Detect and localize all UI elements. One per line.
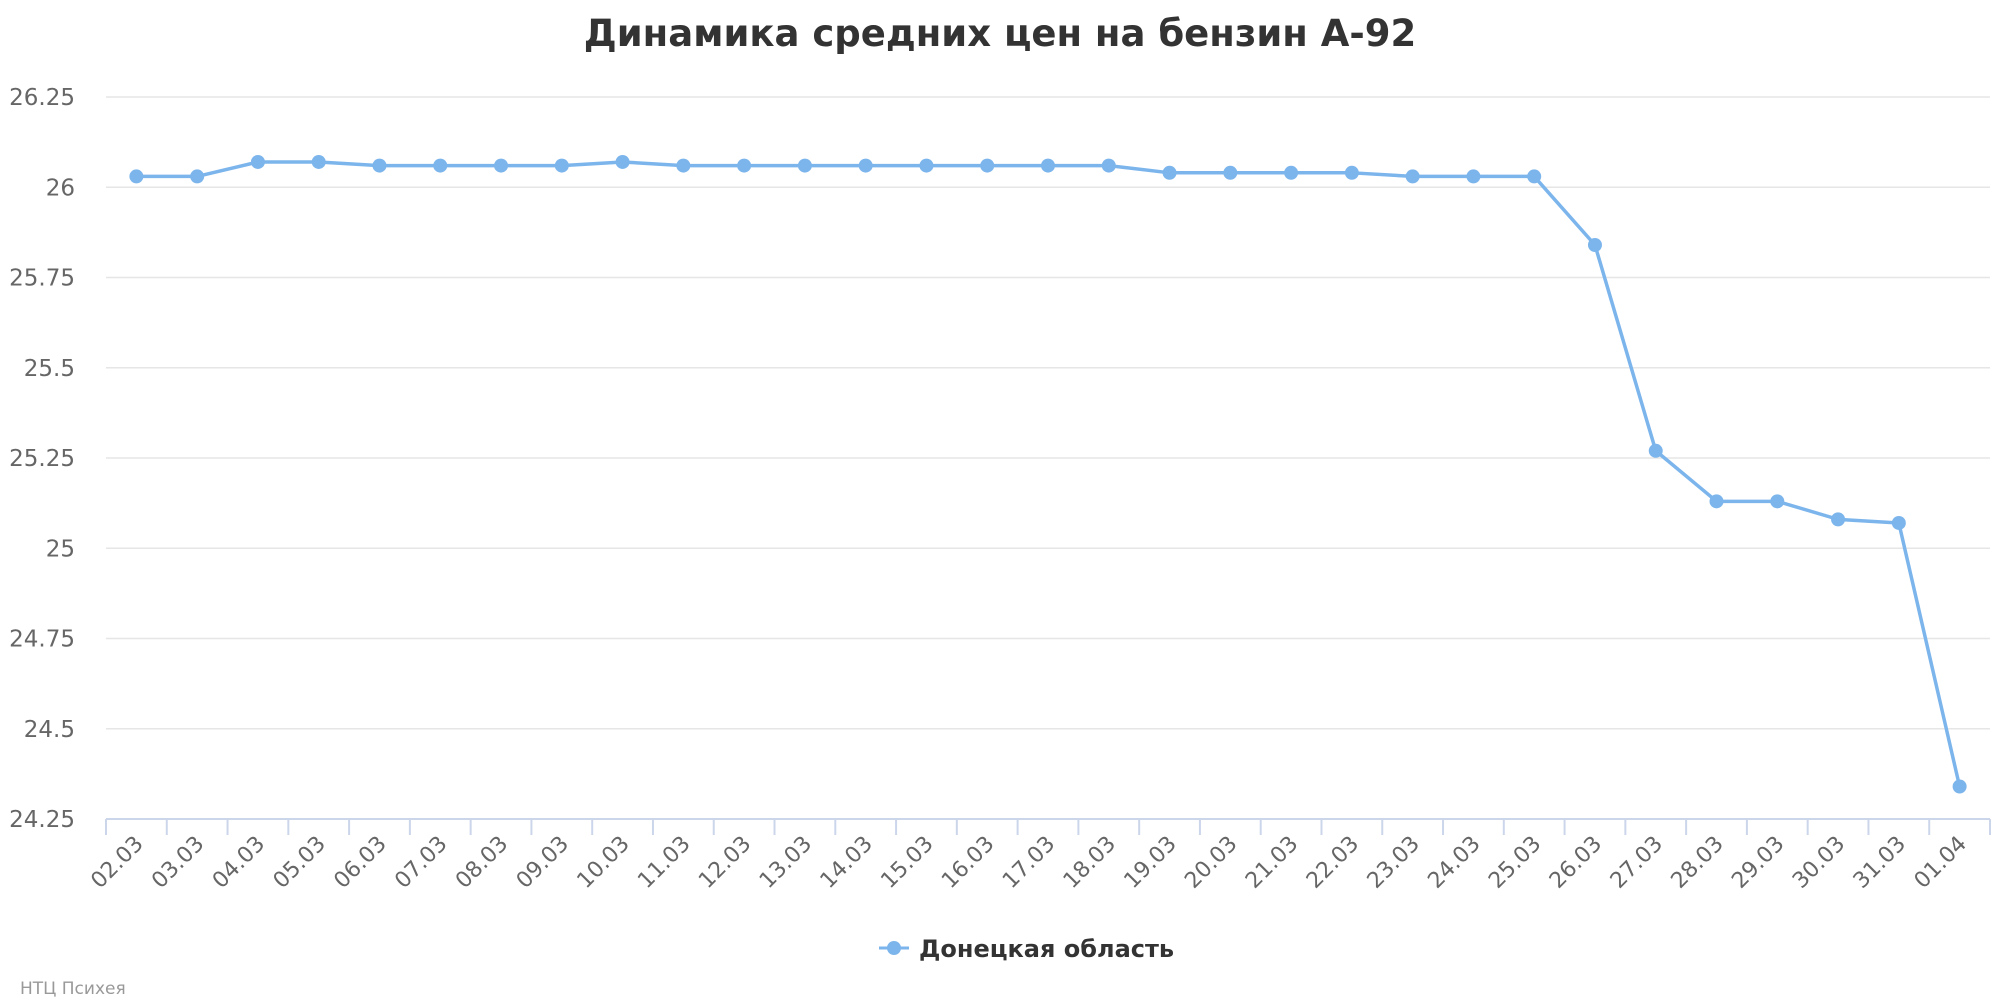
legend-label[interactable]: Донецкая область (919, 935, 1174, 963)
data-point[interactable] (1041, 158, 1055, 173)
x-tick-label: 27.03 (1606, 832, 1668, 894)
data-point[interactable] (1162, 165, 1177, 180)
data-point[interactable] (1284, 165, 1299, 180)
y-tick-label: 26 (46, 175, 75, 201)
data-point[interactable] (615, 154, 630, 169)
y-tick-label: 25 (46, 536, 75, 562)
data-point[interactable] (1466, 169, 1481, 184)
data-point[interactable] (1223, 165, 1238, 180)
y-tick-label: 26.25 (9, 85, 75, 111)
x-tick-label: 15.03 (876, 832, 938, 894)
data-point[interactable] (919, 158, 934, 173)
data-point[interactable] (980, 158, 995, 173)
y-tick-label: 24.75 (9, 627, 75, 653)
x-tick-label: 29.03 (1727, 832, 1789, 894)
legend[interactable]: Донецкая область (879, 935, 1174, 963)
data-point[interactable] (433, 158, 448, 173)
data-point[interactable] (1891, 515, 1906, 530)
data-point[interactable] (1527, 169, 1542, 184)
x-tick-label: 20.03 (1180, 832, 1242, 894)
y-tick-label: 25.75 (9, 266, 75, 292)
x-tick-label: 04.03 (208, 832, 270, 894)
x-tick-label: 11.03 (633, 832, 695, 894)
series-donetsk[interactable] (129, 154, 1967, 794)
series-line (134, 160, 1962, 789)
x-tick-label: 13.03 (755, 832, 817, 894)
x-tick-label: 18.03 (1059, 832, 1121, 894)
data-point[interactable] (1831, 512, 1846, 527)
x-tick-label: 01.04 (1910, 832, 1972, 894)
legend-swatch-marker (887, 941, 901, 955)
x-tick-label: 25.03 (1484, 832, 1546, 894)
credit-text[interactable]: НТЦ Психея (20, 979, 126, 999)
x-axis (105, 818, 1991, 835)
data-point[interactable] (1101, 158, 1116, 173)
data-point[interactable] (1709, 494, 1724, 509)
x-tick-label: 17.03 (998, 832, 1060, 894)
x-tick-label: 30.03 (1788, 832, 1850, 894)
data-point[interactable] (311, 154, 326, 169)
data-point[interactable] (797, 158, 812, 173)
y-tick-label: 25.25 (9, 446, 75, 472)
x-tick-label: 22.03 (1302, 832, 1364, 894)
data-point[interactable] (1405, 169, 1420, 184)
x-axis-tick-labels: 02.0303.0304.0305.0306.0307.0308.0309.03… (86, 832, 1971, 894)
x-tick-label: 21.03 (1241, 832, 1303, 894)
x-tick-label: 28.03 (1667, 832, 1729, 894)
x-tick-label: 05.03 (269, 832, 331, 894)
x-tick-label: 16.03 (937, 832, 999, 894)
x-tick-label: 23.03 (1363, 832, 1425, 894)
data-point[interactable] (1344, 165, 1359, 180)
data-point[interactable] (190, 169, 205, 184)
y-tick-label: 25.5 (24, 356, 75, 382)
data-point[interactable] (737, 158, 752, 173)
x-tick-label: 09.03 (512, 832, 574, 894)
grid-lines (106, 96, 1990, 820)
data-point[interactable] (1648, 443, 1663, 458)
data-point[interactable] (250, 154, 265, 169)
x-tick-label: 06.03 (330, 832, 392, 894)
x-tick-label: 07.03 (390, 832, 452, 894)
data-point[interactable] (494, 158, 509, 173)
x-tick-label: 10.03 (573, 832, 635, 894)
x-tick-label: 08.03 (451, 832, 513, 894)
data-point[interactable] (1587, 238, 1602, 253)
data-point[interactable] (1952, 779, 1967, 794)
data-point[interactable] (676, 158, 691, 173)
x-tick-label: 14.03 (816, 832, 878, 894)
x-tick-label: 19.03 (1120, 832, 1182, 894)
x-tick-label: 02.03 (86, 832, 148, 894)
y-tick-label: 24.25 (9, 807, 75, 833)
x-tick-label: 24.03 (1423, 832, 1485, 894)
chart-title: Динамика средних цен на бензин А-92 (584, 12, 1416, 55)
data-point[interactable] (129, 169, 144, 184)
data-point[interactable] (858, 158, 873, 173)
data-point[interactable] (372, 158, 387, 173)
data-point[interactable] (554, 158, 569, 173)
x-tick-label: 12.03 (694, 832, 756, 894)
x-tick-label: 26.03 (1545, 832, 1607, 894)
data-point[interactable] (1770, 494, 1785, 509)
y-axis-ticks: 24.25 24.5 24.75 25 25.25 25.5 25.75 26 26.25 (9, 85, 75, 833)
x-tick-label: 03.03 (147, 832, 209, 894)
x-tick-label: 31.03 (1849, 832, 1911, 894)
y-tick-label: 24.5 (24, 717, 75, 743)
